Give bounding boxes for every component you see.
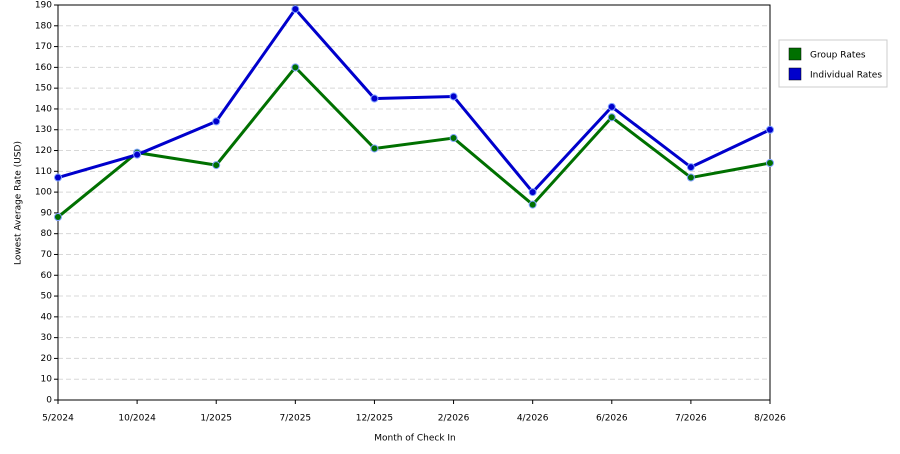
y-tick-label: 180 [35,21,52,31]
y-tick-label: 120 [35,146,52,156]
legend-swatch [788,47,802,61]
y-tick-label: 20 [41,354,53,364]
y-tick-label: 110 [35,167,52,177]
data-point [449,134,458,143]
x-tick-label: 4/2026 [517,414,549,424]
y-tick-label: 80 [41,229,53,239]
plot-frame [57,4,771,401]
x-tick-label: 1/2025 [200,414,232,424]
y-axis-label: Lowest Average Rate (USD) [14,141,24,265]
y-tick-label: 40 [41,312,53,322]
y-tick-label: 130 [35,125,52,135]
legend-swatch [788,67,802,81]
data-point [528,200,537,209]
data-point [291,5,300,14]
legend-label: Individual Rates [810,71,882,81]
data-point [212,117,221,126]
y-tick-label: 60 [41,271,53,281]
y-tick-label: 0 [46,396,52,406]
y-tick-label: 90 [41,208,53,218]
x-tick-label: 2/2026 [438,414,470,424]
x-tick-label: 8/2026 [754,414,786,424]
x-tick-label: 12/2025 [356,414,393,424]
data-point [449,92,458,101]
data-point [528,188,537,197]
data-point [607,113,616,122]
data-point [686,163,695,172]
data-point [607,102,616,111]
y-tick-label: 160 [35,63,52,73]
series-line [57,65,771,219]
y-tick-label: 140 [35,104,52,114]
x-tick-label: 7/2025 [279,414,311,424]
data-point [212,161,221,170]
data-point [686,173,695,182]
x-tick-label: 7/2026 [675,414,707,424]
data-point [766,159,774,167]
x-tick-label: 5/2024 [42,414,74,424]
y-tick-label: 70 [41,250,53,260]
y-tick-label: 10 [41,375,53,385]
y-tick-label: 50 [41,292,53,302]
data-point [370,94,379,103]
data-point [54,173,62,182]
data-point [291,63,300,72]
x-tick-label: 6/2026 [596,414,628,424]
x-axis-label: Month of Check In [374,434,456,444]
data-point [370,144,379,153]
data-point [54,213,62,222]
data-point [133,150,142,159]
x-tick-label: 10/2024 [118,414,156,424]
series-line [57,6,771,195]
data-point [766,125,774,134]
y-tick-label: 170 [35,42,52,52]
y-tick-label: 190 [35,1,52,11]
legend-label: Group Rates [810,51,866,61]
y-tick-label: 150 [35,84,52,94]
y-tick-label: 100 [35,188,52,198]
y-tick-label: 30 [41,333,53,343]
